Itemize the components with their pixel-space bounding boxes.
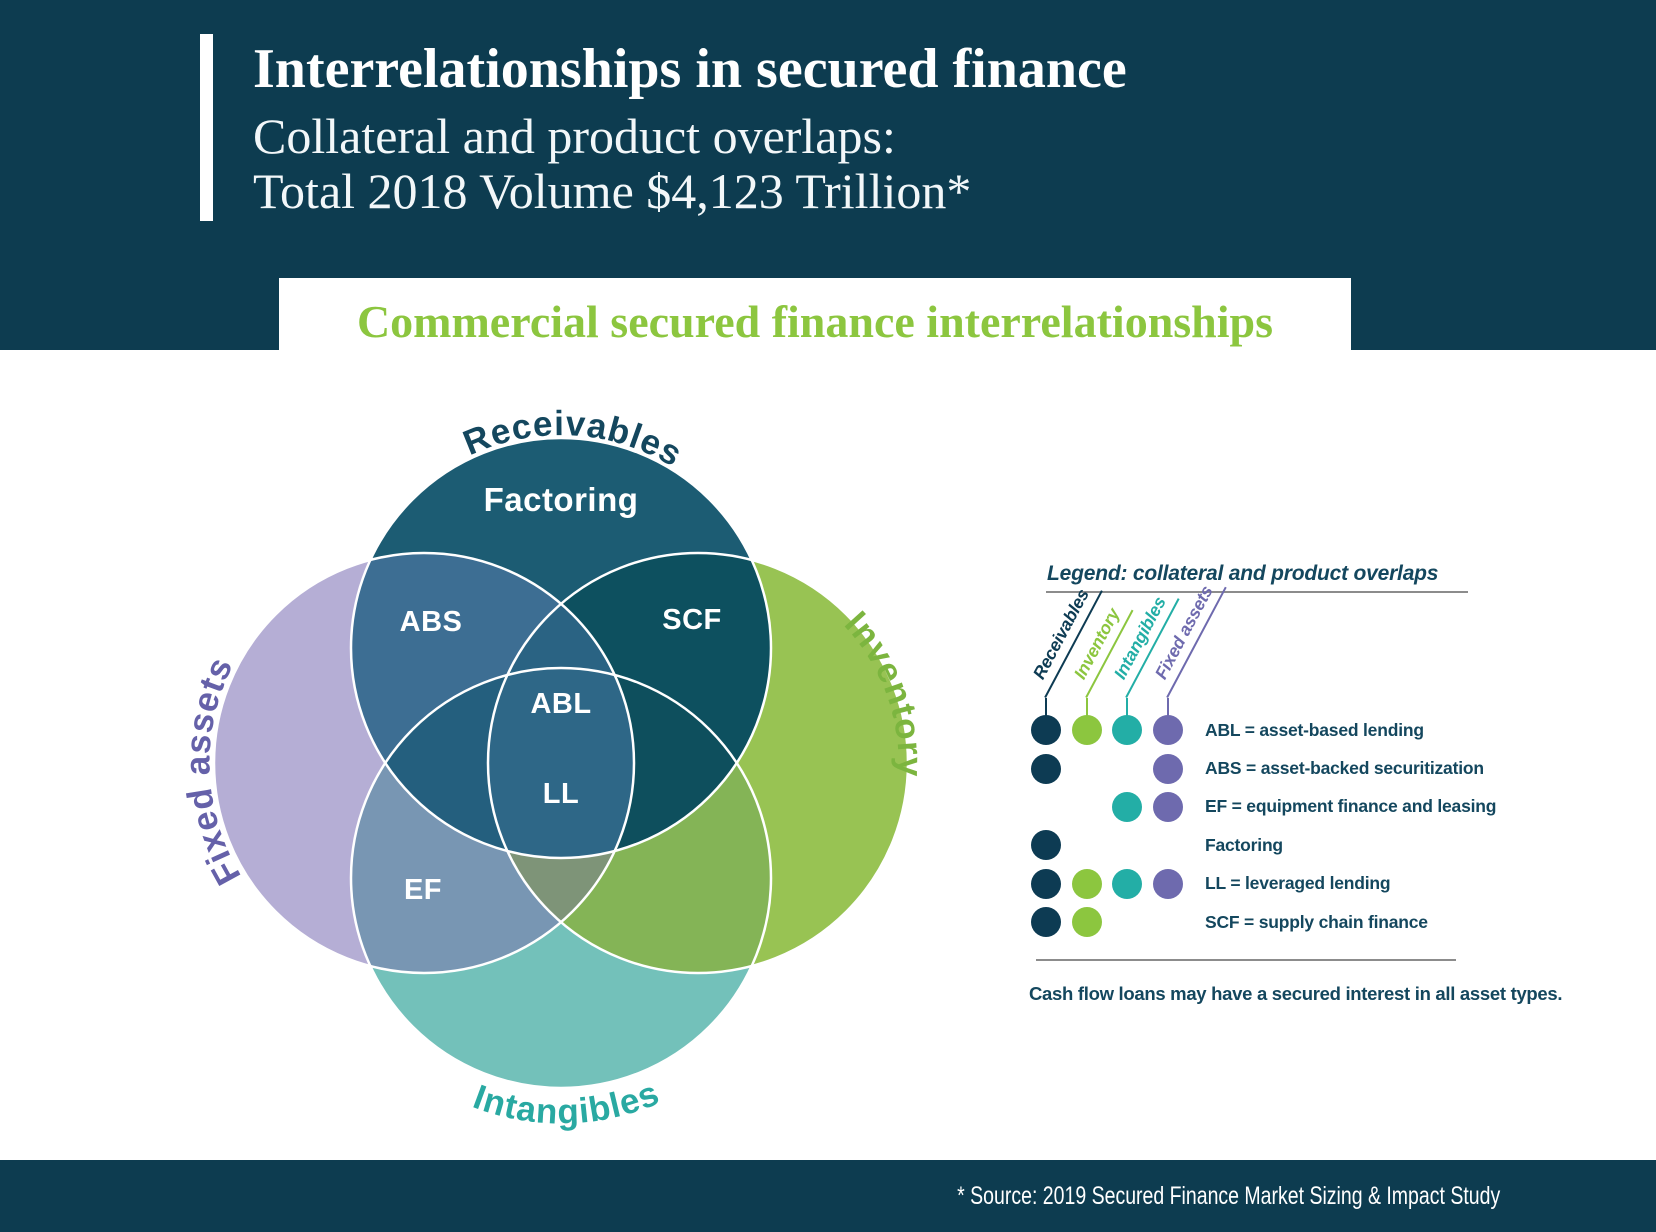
fixed-inventory-receivables-overlap xyxy=(488,553,634,858)
legend-row-label: ABL = asset-based lending xyxy=(1205,719,1424,740)
legend-rows: ABL = asset-based lending ABS = asset-bac… xyxy=(1031,711,1496,941)
intangibles-dot xyxy=(1112,868,1142,899)
legend-row: ABS = asset-backed securitization xyxy=(1031,749,1496,787)
legend-row-label: EF = equipment finance and leasing xyxy=(1205,796,1497,817)
legend-title: Legend: collateral and product overlaps xyxy=(1047,562,1439,585)
legend-row-label: LL = leveraged lending xyxy=(1205,873,1391,894)
legend-row: Factoring xyxy=(1031,826,1496,864)
fixed_assets-dot xyxy=(1152,791,1183,822)
receivables-intangibles-inventory-overlap xyxy=(488,668,771,858)
legend-top-rule xyxy=(1046,591,1468,593)
abs-label: ABS xyxy=(400,606,463,638)
section-banner: Commercial secured finance interrelation… xyxy=(279,278,1351,365)
legend-bottom-rule xyxy=(1036,959,1456,961)
ll-label: LL xyxy=(543,778,579,810)
subtitle-line-1: Collateral and product overlaps: xyxy=(253,108,896,164)
legend-row: ABL = asset-based lending xyxy=(1031,711,1496,749)
title-accent-bar xyxy=(200,34,213,221)
axis-tick xyxy=(1045,698,1047,717)
page-title: Interrelationships in secured finance xyxy=(253,38,1127,100)
page-subtitle: Collateral and product overlaps: Total 2… xyxy=(253,109,971,219)
intangibles-dot xyxy=(1112,715,1142,746)
inventory-dot xyxy=(1071,868,1102,899)
legend-row: LL = leveraged lending xyxy=(1031,865,1496,903)
axis-tick xyxy=(1166,698,1169,717)
fixed_assets-dot xyxy=(1152,753,1183,784)
axis-tick xyxy=(1085,698,1088,717)
source-note: * Source: 2019 Secured Finance Market Si… xyxy=(956,1181,1500,1210)
footer-band: * Source: 2019 Secured Finance Market Si… xyxy=(0,1160,1656,1232)
circle-outlines xyxy=(212,436,910,1090)
receivables-dot xyxy=(1031,753,1061,784)
receivables-dot xyxy=(1031,830,1061,861)
abl-label: ABL xyxy=(530,688,591,720)
inventory-dot xyxy=(1071,907,1102,938)
axis-tick xyxy=(1126,698,1128,717)
intangibles-dot xyxy=(1112,791,1142,822)
legend-row-label: ABS = asset-backed securitization xyxy=(1205,758,1484,779)
fixed_assets-dot xyxy=(1152,715,1183,746)
legend-row-label: SCF = supply chain finance xyxy=(1205,911,1428,932)
receivables-dot xyxy=(1031,715,1061,746)
ef-label: EF xyxy=(404,874,442,906)
section-banner-title: Commercial secured finance interrelation… xyxy=(356,296,1274,347)
subtitle-line-2: Total 2018 Volume $4,123 Trillion* xyxy=(253,163,972,219)
legend-row: SCF = supply chain finance xyxy=(1031,903,1496,941)
factoring-label: Factoring xyxy=(484,481,639,518)
scf-label: SCF xyxy=(662,604,722,636)
legend-row: EF = equipment finance and leasing xyxy=(1031,788,1496,826)
receivables-dot xyxy=(1031,907,1061,938)
legend-row-label: Factoring xyxy=(1205,834,1283,855)
inventory-dot xyxy=(1071,715,1102,746)
legend-note: Cash flow loans may have a secured inter… xyxy=(1029,983,1563,1004)
fixed_assets-dot xyxy=(1152,868,1183,899)
fixed-inventory-intangibles-overlap xyxy=(488,668,634,973)
receivables-dot xyxy=(1031,868,1061,899)
